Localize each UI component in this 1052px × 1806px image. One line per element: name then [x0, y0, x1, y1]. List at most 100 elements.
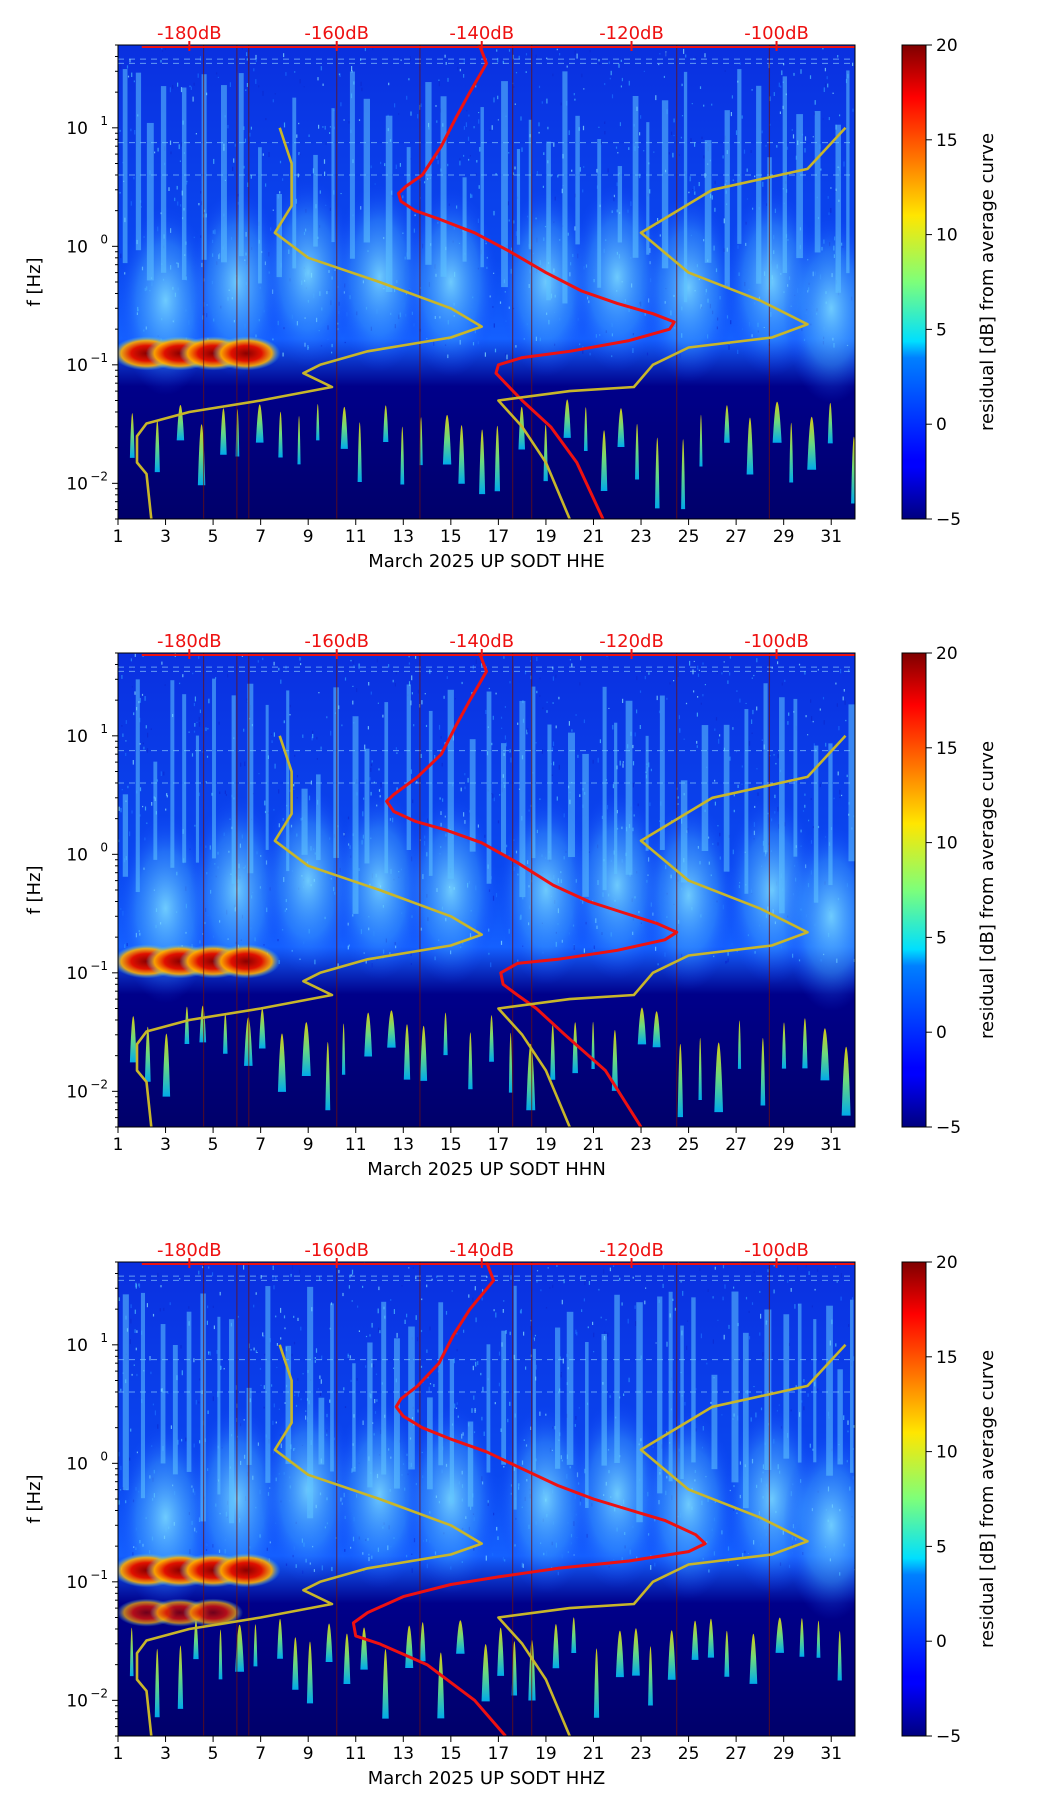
noise-speck [804, 148, 806, 153]
noise-speck [314, 1357, 316, 1360]
x-tick-label: 5 [208, 1135, 219, 1155]
noise-speck [823, 87, 825, 92]
noise-speck [142, 805, 144, 808]
lowfreq-spike [677, 1043, 684, 1118]
y-tick-exponent: 1 [100, 722, 108, 736]
colorbar-tick-label: 15 [936, 1348, 958, 1368]
noise-speck [842, 696, 844, 701]
lowfreq-spike [637, 1007, 647, 1045]
noise-speck [729, 672, 731, 676]
noise-speck [161, 50, 164, 52]
noise-speck [523, 1331, 525, 1336]
lowfreq-spike [494, 425, 501, 492]
storm-hotspot [212, 1553, 281, 1588]
noise-speck [612, 724, 614, 730]
noise-speck [593, 1332, 595, 1338]
lowfreq-spike [316, 404, 320, 441]
y-tick-label: 10 [66, 356, 88, 376]
noise-speck [814, 1288, 816, 1291]
noise-speck [824, 67, 826, 72]
noise-speck [699, 86, 702, 89]
noise-speck [341, 724, 343, 727]
noise-speck [463, 154, 465, 157]
noise-speck [844, 700, 846, 705]
noise-speck [352, 685, 354, 687]
noise-speck [524, 670, 527, 675]
noise-speck [549, 1287, 551, 1289]
burst-streak [467, 1421, 474, 1507]
x-tick-label: 11 [345, 527, 367, 547]
noise-speck [620, 85, 622, 88]
noise-speck [182, 674, 184, 678]
noise-speck [243, 1265, 245, 1270]
noise-speck [320, 66, 322, 71]
lowfreq-spike [383, 405, 389, 443]
noise-speck [264, 1353, 266, 1356]
noise-speck [841, 794, 843, 797]
noise-speck [840, 1296, 842, 1301]
lowfreq-spike [387, 1010, 396, 1048]
lowfreq-spike [593, 1648, 600, 1718]
burst-streak [363, 98, 370, 243]
noise-speck [495, 1312, 497, 1318]
noise-speck [395, 671, 397, 675]
noise-speck [727, 958, 729, 963]
noise-speck [639, 725, 641, 729]
noise-speck [169, 1302, 171, 1306]
noise-speck [143, 746, 145, 750]
noise-speck [291, 1265, 294, 1270]
lowfreq-spike [129, 413, 135, 458]
colorbar-tick-label: 0 [936, 1632, 947, 1652]
noise-speck [478, 185, 480, 189]
lowfreq-spike [508, 1032, 513, 1093]
noise-speck [622, 763, 624, 768]
burst-streak [835, 124, 841, 293]
noise-speck [541, 749, 543, 754]
microseism-haze [331, 182, 428, 373]
storm-hotspot-low [183, 1598, 244, 1627]
noise-speck [164, 684, 166, 686]
noise-speck [198, 1401, 200, 1404]
noise-speck [273, 661, 275, 666]
noise-speck [509, 681, 511, 684]
burst-streak [122, 794, 129, 877]
noise-speck [680, 1280, 682, 1283]
burst-streak [385, 115, 393, 293]
noise-speck [446, 676, 448, 679]
noise-speck [408, 662, 410, 665]
noise-speck [376, 658, 378, 663]
noise-speck [272, 1275, 274, 1279]
lowfreq-spike [563, 399, 571, 438]
burst-streak [384, 702, 389, 874]
noise-speck [579, 682, 581, 686]
noise-speck [144, 696, 146, 701]
noise-speck [804, 793, 806, 796]
noise-speck [351, 66, 353, 71]
noise-speck [735, 130, 738, 135]
noise-speck [417, 689, 419, 694]
noise-speck [689, 176, 691, 182]
noise-speck [464, 773, 466, 776]
noise-speck [649, 802, 651, 807]
noise-speck [351, 70, 353, 73]
noise-speck [413, 724, 415, 727]
x-tick-label: 19 [535, 1135, 557, 1155]
lowfreq-spike [760, 1037, 766, 1106]
y-tick-exponent: 0 [100, 1449, 108, 1463]
noise-speck [582, 349, 584, 354]
noise-speck [681, 115, 684, 117]
noise-speck [347, 1353, 349, 1358]
noise-speck [371, 1322, 373, 1328]
noise-speck [296, 134, 298, 138]
colorbar-tick-label: 15 [936, 739, 958, 759]
y-tick-exponent: 0 [100, 840, 108, 854]
noise-speck [161, 661, 163, 665]
burst-streak [318, 1397, 325, 1465]
burst-streak [513, 1285, 517, 1510]
burst-streak [406, 684, 411, 851]
noise-speck [223, 1368, 225, 1370]
noise-speck [453, 1358, 455, 1364]
noise-speck [256, 1352, 258, 1353]
noise-speck [804, 136, 807, 141]
noise-speck [552, 666, 554, 670]
